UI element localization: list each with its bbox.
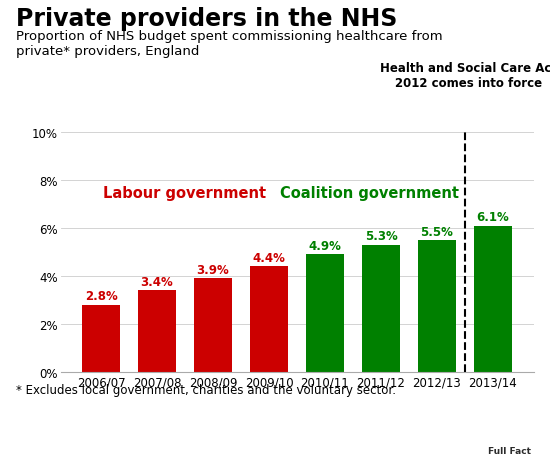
- Text: Health and Social Care Act
2012 comes into force: Health and Social Care Act 2012 comes in…: [381, 62, 550, 90]
- Polygon shape: [462, 413, 550, 459]
- Bar: [194, 279, 232, 372]
- Text: 5.5%: 5.5%: [421, 225, 453, 238]
- Text: Labour government: Labour government: [103, 185, 267, 200]
- Text: Full Fact: Full Fact: [488, 446, 531, 455]
- Bar: [82, 305, 120, 372]
- Text: Department for Health (response to Full Fact query): Department for Health (response to Full …: [53, 430, 364, 442]
- Text: 3.4%: 3.4%: [141, 275, 173, 288]
- Bar: [418, 241, 456, 372]
- Bar: [362, 245, 400, 372]
- Text: 5.3%: 5.3%: [365, 230, 397, 243]
- Text: Private providers in the NHS: Private providers in the NHS: [16, 7, 398, 31]
- Bar: [138, 291, 176, 372]
- Text: 2.8%: 2.8%: [85, 290, 117, 302]
- Bar: [474, 226, 512, 372]
- Text: * Excludes local government, charities and the voluntary sector.: * Excludes local government, charities a…: [16, 383, 397, 396]
- Text: 4.4%: 4.4%: [252, 252, 285, 264]
- Bar: [250, 267, 288, 372]
- Text: Coalition government: Coalition government: [280, 185, 459, 200]
- Text: Proportion of NHS budget spent commissioning healthcare from
private* providers,: Proportion of NHS budget spent commissio…: [16, 30, 443, 58]
- Text: 6.1%: 6.1%: [477, 211, 509, 224]
- Text: 4.9%: 4.9%: [309, 240, 342, 252]
- Text: Source:: Source:: [14, 430, 64, 442]
- Text: 3.9%: 3.9%: [197, 263, 229, 276]
- Bar: [306, 255, 344, 372]
